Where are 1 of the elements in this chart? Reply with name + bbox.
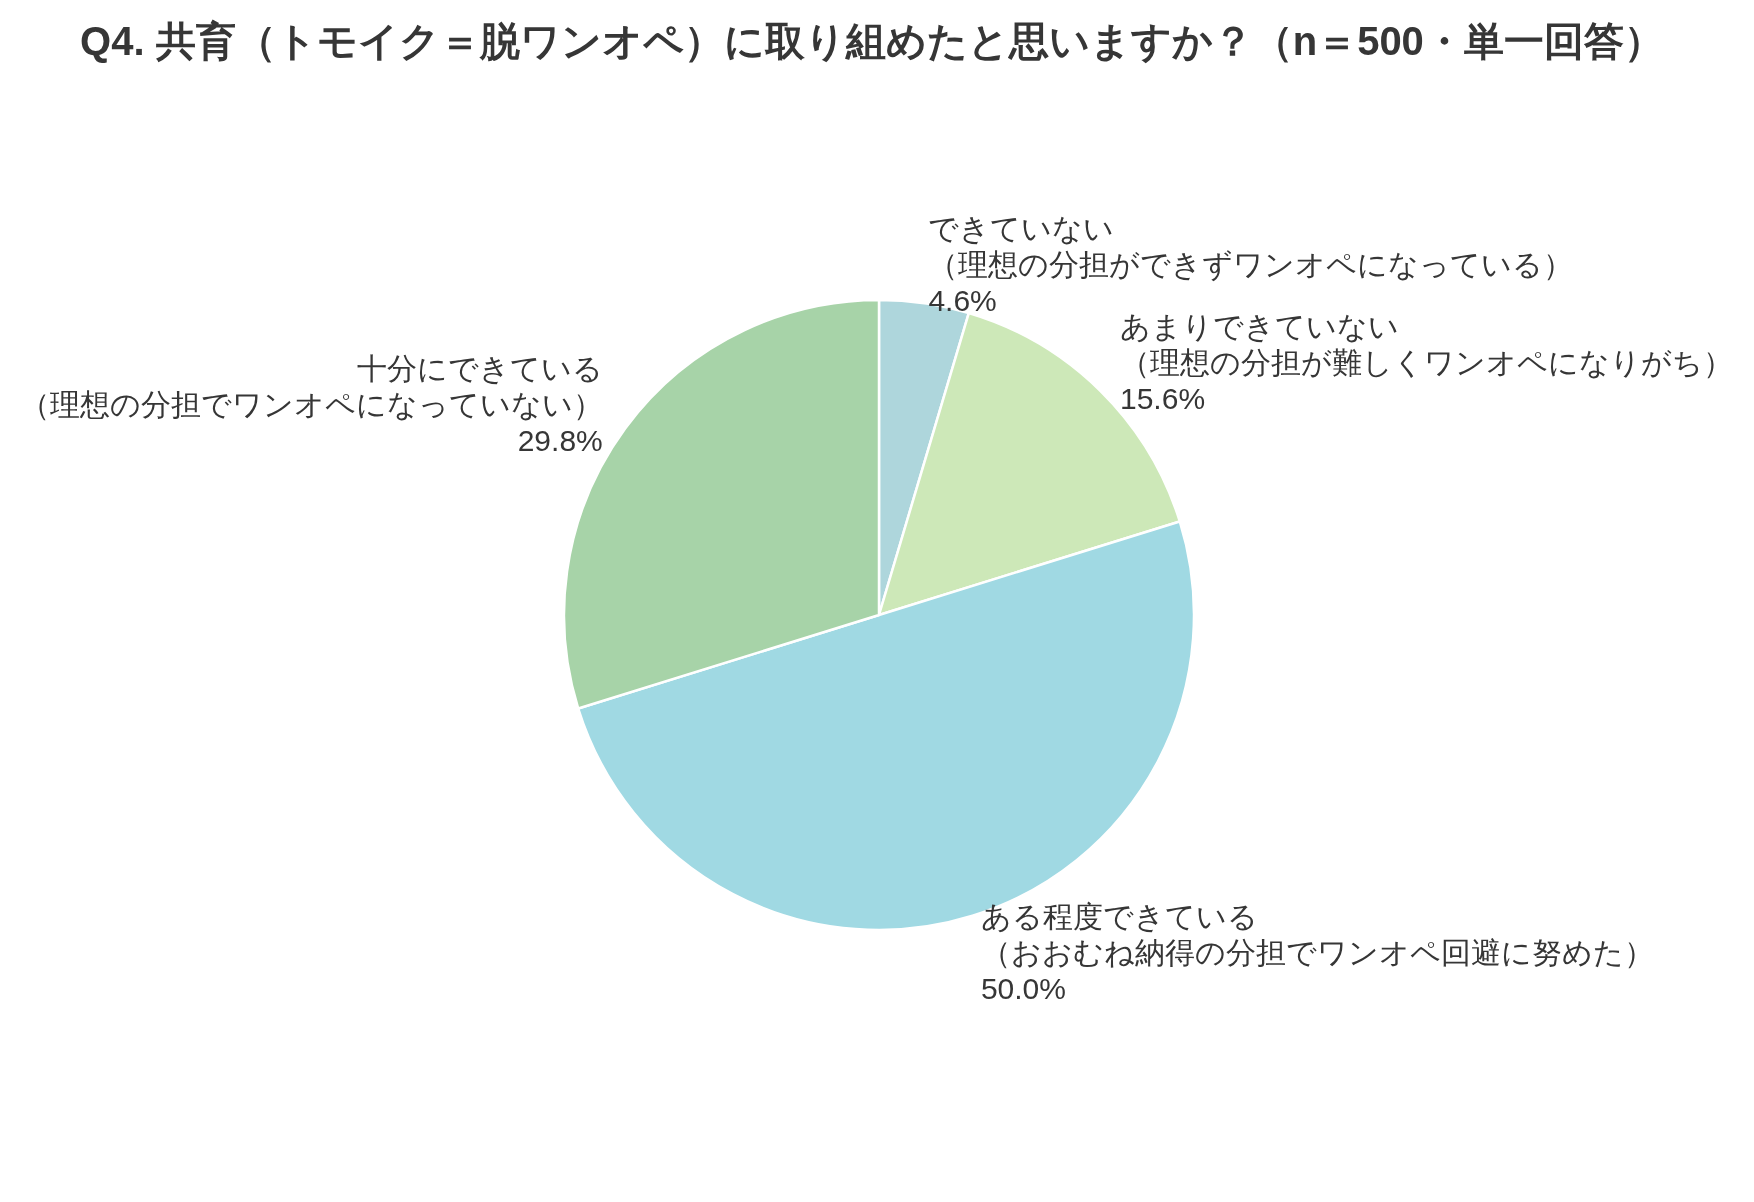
title: Q4. 共育（トモイク＝脱ワンオペ）に取り組めたと思いますか？（n＝500・単一回答） bbox=[80, 19, 1664, 63]
